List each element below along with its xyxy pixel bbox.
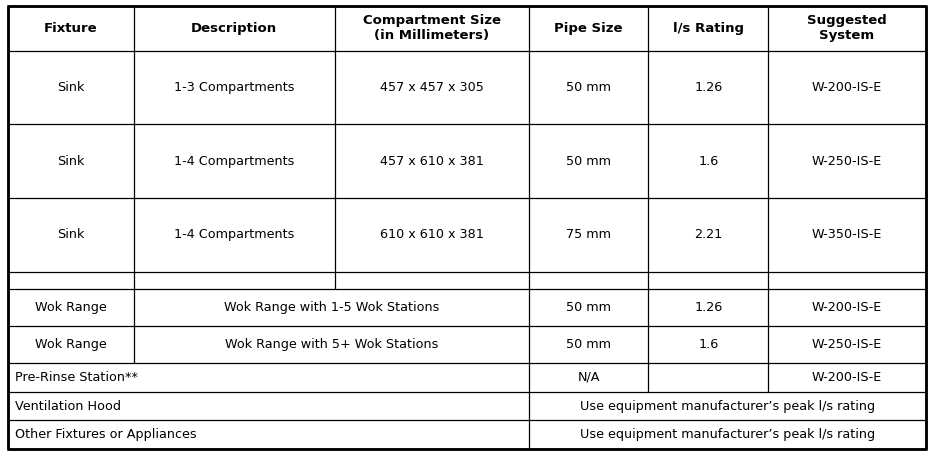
Text: 1-4 Compartments: 1-4 Compartments: [174, 228, 294, 241]
Text: W-200-IS-E: W-200-IS-E: [812, 371, 882, 384]
Text: Wok Range: Wok Range: [35, 338, 106, 351]
Text: Sink: Sink: [57, 81, 85, 94]
Text: W-350-IS-E: W-350-IS-E: [812, 228, 883, 241]
Text: l/s Rating: l/s Rating: [672, 22, 743, 35]
Text: W-250-IS-E: W-250-IS-E: [812, 155, 882, 168]
Text: 75 mm: 75 mm: [566, 228, 611, 241]
Text: Wok Range: Wok Range: [35, 301, 106, 314]
Text: Use equipment manufacturer’s peak l/s rating: Use equipment manufacturer’s peak l/s ra…: [580, 428, 875, 441]
Text: Ventilation Hood: Ventilation Hood: [15, 399, 121, 413]
Text: Compartment Size
(in Millimeters): Compartment Size (in Millimeters): [362, 15, 501, 42]
Text: 1.6: 1.6: [698, 155, 718, 168]
Text: 50 mm: 50 mm: [566, 301, 611, 314]
Text: Sink: Sink: [57, 228, 85, 241]
Text: Fixture: Fixture: [44, 22, 98, 35]
Text: 2.21: 2.21: [694, 228, 722, 241]
Text: Wok Range with 1-5 Wok Stations: Wok Range with 1-5 Wok Stations: [224, 301, 439, 314]
Text: N/A: N/A: [577, 371, 600, 384]
Text: 1.6: 1.6: [698, 338, 718, 351]
Text: 457 x 610 x 381: 457 x 610 x 381: [380, 155, 484, 168]
Text: Sink: Sink: [57, 155, 85, 168]
Text: Other Fixtures or Appliances: Other Fixtures or Appliances: [15, 428, 197, 441]
Text: 610 x 610 x 381: 610 x 610 x 381: [380, 228, 484, 241]
Text: Wok Range with 5+ Wok Stations: Wok Range with 5+ Wok Stations: [225, 338, 438, 351]
Text: Use equipment manufacturer’s peak l/s rating: Use equipment manufacturer’s peak l/s ra…: [580, 399, 875, 413]
Text: 1.26: 1.26: [694, 301, 722, 314]
Text: W-250-IS-E: W-250-IS-E: [812, 338, 882, 351]
Text: Suggested
System: Suggested System: [807, 15, 887, 42]
Text: 1-3 Compartments: 1-3 Compartments: [174, 81, 294, 94]
Text: 50 mm: 50 mm: [566, 81, 611, 94]
Text: 1-4 Compartments: 1-4 Compartments: [174, 155, 294, 168]
Text: W-200-IS-E: W-200-IS-E: [812, 81, 882, 94]
Text: 50 mm: 50 mm: [566, 155, 611, 168]
Text: 50 mm: 50 mm: [566, 338, 611, 351]
Text: 1.26: 1.26: [694, 81, 722, 94]
Text: Description: Description: [191, 22, 277, 35]
Text: W-200-IS-E: W-200-IS-E: [812, 301, 882, 314]
Text: 457 x 457 x 305: 457 x 457 x 305: [380, 81, 484, 94]
Text: Pipe Size: Pipe Size: [555, 22, 623, 35]
Text: Pre-Rinse Station**: Pre-Rinse Station**: [15, 371, 138, 384]
